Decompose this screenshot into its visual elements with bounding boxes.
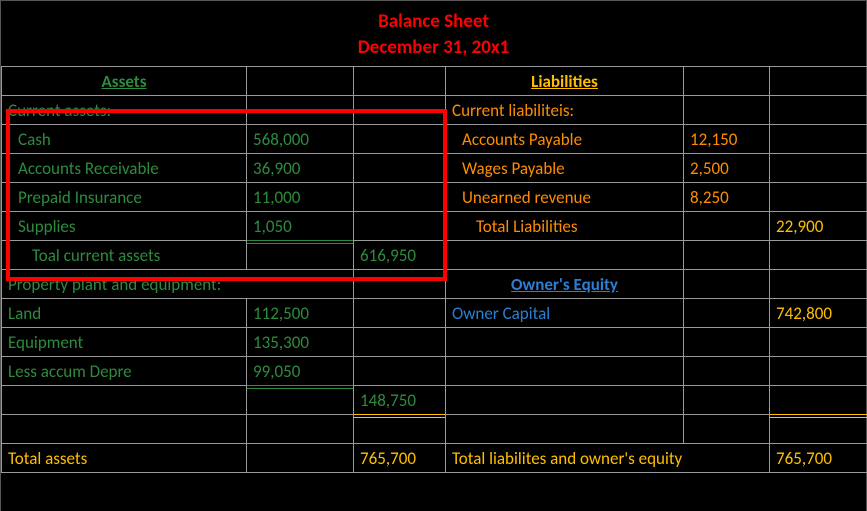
total-assets-label: Total assets [2, 444, 247, 473]
owner-capital-value: 742,800 [770, 299, 867, 328]
total-liab-equity-value: 765,700 [770, 444, 867, 473]
current-assets-label: Current assets: [2, 96, 247, 125]
ppe-item-value: 135,300 [247, 328, 354, 357]
owner-capital-label: Owner Capital [446, 299, 684, 328]
total-current-assets-value: 616,950 [354, 241, 446, 270]
title-line2: December 31, 20x1 [1, 35, 866, 61]
asset-item-label: Cash [2, 125, 247, 154]
assets-header: Assets [2, 67, 247, 96]
liab-item-value: 2,500 [684, 154, 770, 183]
liab-item-value: 8,250 [684, 183, 770, 212]
asset-item-value: 11,000 [247, 183, 354, 212]
asset-item-value: 568,000 [247, 125, 354, 154]
asset-item-label: Supplies [2, 212, 247, 241]
ppe-item-value: 112,500 [247, 299, 354, 328]
title-block: Balance Sheet December 31, 20x1 [1, 1, 866, 60]
total-liab-value: 22,900 [770, 212, 867, 241]
asset-item-value: 36,900 [247, 154, 354, 183]
balance-sheet: Balance Sheet December 31, 20x1 Assets L… [0, 0, 867, 511]
ppe-header: Property plant and equipment: [2, 270, 354, 299]
ppe-item-label: Less accum Depre [2, 357, 247, 386]
asset-item-label: Prepaid Insurance [2, 183, 247, 212]
liabilities-header: Liabilities [446, 67, 684, 96]
total-liab-label: Total Liabilities [446, 212, 684, 241]
total-assets-value: 765,700 [354, 444, 446, 473]
liab-item-label: Wages Payable [446, 154, 684, 183]
sheet-table: Assets Liabilities Current assets: Curre… [1, 66, 867, 473]
current-liab-label: Current liabiliteis: [446, 96, 684, 125]
asset-item-label: Accounts Receivable [2, 154, 247, 183]
ppe-item-value: 99,050 [247, 357, 354, 386]
title-line1: Balance Sheet [1, 9, 866, 35]
total-current-assets-label: Toal current assets [2, 241, 247, 270]
asset-item-value: 1,050 [247, 212, 354, 241]
liab-item-label: Unearned revenue [446, 183, 684, 212]
ppe-item-label: Land [2, 299, 247, 328]
total-liab-equity-label: Total liabilites and owner's equity [446, 444, 770, 473]
ppe-item-label: Equipment [2, 328, 247, 357]
owners-equity-header: Owner's Equity [446, 270, 684, 299]
ppe-total: 148,750 [354, 386, 446, 415]
liab-item-value: 12,150 [684, 125, 770, 154]
liab-item-label: Accounts Payable [446, 125, 684, 154]
